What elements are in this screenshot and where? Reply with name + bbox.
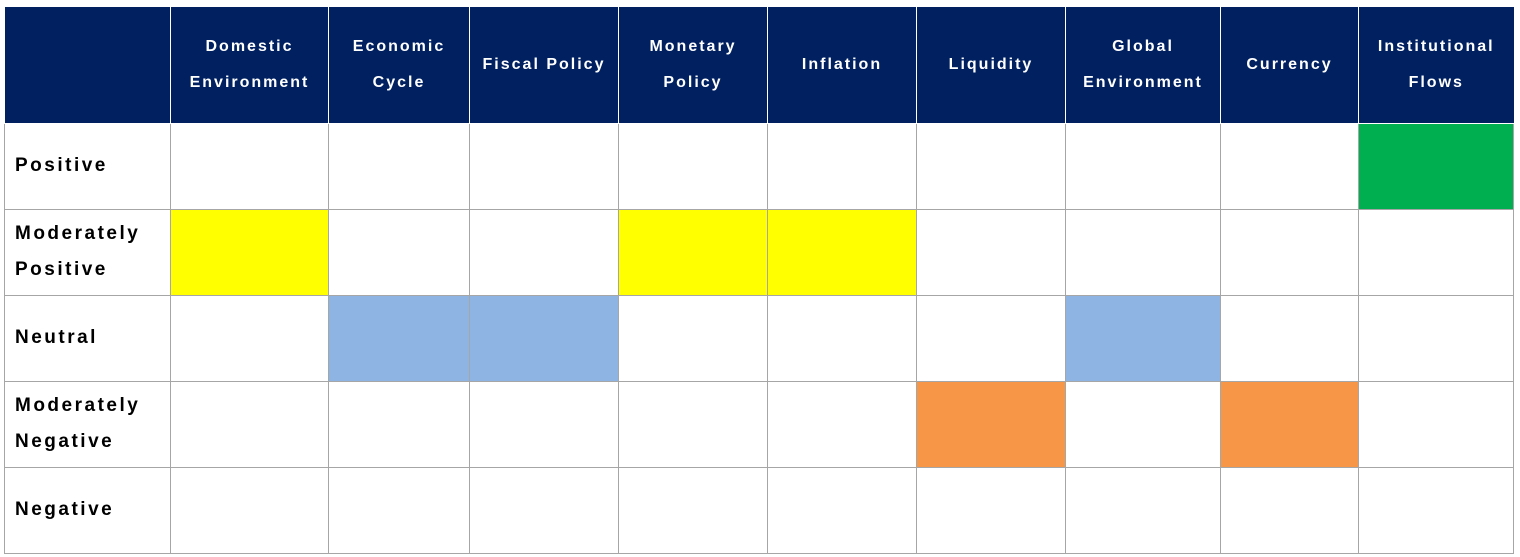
column-header-domestic-environment: Domestic Environment — [170, 7, 329, 124]
assessment-cell-empty — [767, 122, 917, 210]
factor-assessment-matrix: Domestic Environment Economic Cycle Fiscal… — [4, 7, 1514, 554]
column-header-label: Institutional Flows — [1377, 37, 1495, 91]
column-header-label: Inflation — [801, 55, 883, 73]
assessment-cell-empty — [916, 466, 1066, 554]
column-header-fiscal-policy: Fiscal Policy — [469, 7, 619, 124]
assessment-cell-empty — [328, 122, 470, 210]
column-header-economic-cycle: Economic Cycle — [328, 7, 470, 124]
assessment-cell-empty — [328, 466, 470, 554]
assessment-cell-empty — [1358, 466, 1514, 554]
assessment-cell-empty — [469, 380, 619, 468]
assessment-cell-empty — [328, 208, 470, 296]
assessment-cell-filled — [618, 208, 768, 296]
assessment-cell-empty — [767, 294, 917, 382]
row-label: Moderately Negative — [4, 380, 171, 468]
assessment-cell-empty — [916, 122, 1066, 210]
column-header-liquidity: Liquidity — [916, 7, 1066, 124]
assessment-cell-filled — [328, 294, 470, 382]
assessment-cell-empty — [469, 466, 619, 554]
assessment-cell-empty — [767, 380, 917, 468]
row-label: Negative — [4, 466, 171, 554]
row-positive: Positive — [4, 122, 1514, 210]
assessment-cell-empty — [170, 122, 329, 210]
column-header-label: Currency — [1246, 55, 1333, 73]
column-header-inflation: Inflation — [767, 7, 917, 124]
row-label: Moderately Positive — [4, 208, 171, 296]
column-header-label: Fiscal Policy — [482, 55, 606, 73]
assessment-cell-empty — [170, 294, 329, 382]
assessment-cell-empty — [618, 380, 768, 468]
column-header-institutional-flows: Institutional Flows — [1358, 7, 1514, 124]
assessment-cell-empty — [618, 294, 768, 382]
column-header-monetary-policy: Monetary Policy — [618, 7, 768, 124]
assessment-cell-empty — [170, 380, 329, 468]
column-header-label: Domestic Environment — [189, 37, 310, 91]
assessment-cell-empty — [916, 294, 1066, 382]
row-neutral: Neutral — [4, 294, 1514, 382]
assessment-cell-empty — [1220, 208, 1359, 296]
assessment-cell-empty — [1220, 122, 1359, 210]
assessment-cell-filled — [916, 380, 1066, 468]
row-moderately-positive: Moderately Positive — [4, 208, 1514, 296]
assessment-cell-filled — [1220, 380, 1359, 468]
column-header-global-environment: Global Environment — [1065, 7, 1221, 124]
assessment-cell-empty — [767, 466, 917, 554]
assessment-cell-filled — [1065, 294, 1221, 382]
row-label: Positive — [4, 122, 171, 210]
assessment-cell-empty — [1065, 466, 1221, 554]
assessment-cell-filled — [767, 208, 917, 296]
column-header-label: Economic Cycle — [352, 37, 446, 91]
assessment-cell-empty — [618, 466, 768, 554]
column-header-currency: Currency — [1220, 7, 1359, 124]
row-label: Neutral — [4, 294, 171, 382]
row-negative: Negative — [4, 466, 1514, 554]
assessment-cell-empty — [1220, 466, 1359, 554]
assessment-cell-empty — [916, 208, 1066, 296]
assessment-cell-empty — [1065, 122, 1221, 210]
assessment-cell-empty — [1065, 380, 1221, 468]
assessment-cell-filled — [170, 208, 329, 296]
assessment-cell-empty — [618, 122, 768, 210]
assessment-cell-empty — [469, 122, 619, 210]
header-row: Domestic Environment Economic Cycle Fiscal… — [4, 7, 1514, 124]
assessment-cell-empty — [170, 466, 329, 554]
column-header-label: Liquidity — [948, 55, 1034, 73]
assessment-cell-empty — [469, 208, 619, 296]
assessment-cell-empty — [1358, 294, 1514, 382]
assessment-cell-filled — [469, 294, 619, 382]
column-header-label: Global Environment — [1083, 37, 1203, 91]
assessment-cell-empty — [1220, 294, 1359, 382]
assessment-cell-empty — [1358, 380, 1514, 468]
assessment-cell-empty — [1358, 208, 1514, 296]
column-header-label: Monetary Policy — [649, 37, 737, 91]
row-moderately-negative: Moderately Negative — [4, 380, 1514, 468]
corner-cell — [4, 7, 171, 124]
assessment-cell-filled — [1358, 122, 1514, 210]
assessment-cell-empty — [1065, 208, 1221, 296]
assessment-cell-empty — [328, 380, 470, 468]
matrix-body: Positive Moderately Positive Neutral Modera… — [4, 122, 1514, 554]
